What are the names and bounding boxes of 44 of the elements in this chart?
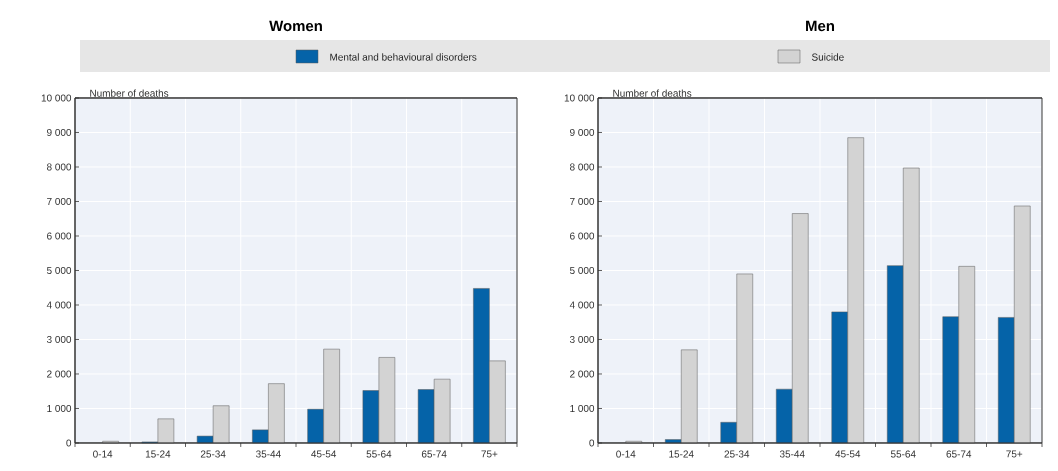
y-tick-label: 8 000	[47, 163, 72, 171]
y-tick-label: 3 000	[569, 335, 595, 344]
x-tick-label: 25-34	[200, 450, 226, 458]
chart-title: Men	[806, 20, 835, 32]
legend-label: Suicide	[811, 53, 844, 61]
y-tick-label: 6 000	[47, 232, 72, 240]
y-tick-label: 1 000	[570, 404, 595, 413]
y-axis-title: Number of deaths	[613, 89, 692, 97]
y-tick-label: 2 000	[570, 370, 595, 378]
x-tick-label: 0-14	[616, 450, 636, 458]
x-tick-label: 15-24	[145, 450, 171, 458]
y-tick-label: 4 000	[46, 301, 72, 309]
x-tick-label: 0-14	[93, 450, 113, 458]
y-tick-label: 0	[589, 439, 595, 447]
y-tick-label: 8 000	[570, 163, 595, 171]
legend-label: Mental and behavioural disorders	[330, 53, 477, 61]
x-tick-label: 45-54	[311, 450, 337, 458]
y-tick-label: 10 000	[564, 94, 595, 102]
x-tick-label: 25-34	[724, 450, 750, 458]
y-tick-label: 3 000	[46, 335, 72, 344]
y-tick-label: 5 000	[569, 266, 595, 275]
y-tick-label: 4 000	[569, 301, 595, 309]
x-tick-label: 55-64	[890, 450, 916, 458]
x-tick-label: 75+	[1006, 450, 1023, 458]
y-tick-label: 6 000	[570, 232, 595, 240]
y-tick-label: 1 000	[47, 404, 72, 413]
x-tick-label: 75+	[481, 450, 498, 458]
y-tick-label: 2 000	[47, 370, 72, 378]
y-tick-label: 7 000	[47, 197, 72, 206]
x-tick-label: 55-64	[366, 450, 392, 458]
y-tick-label: 7 000	[570, 197, 595, 206]
y-tick-label: 9 000	[570, 128, 595, 137]
x-tick-label: 35-44	[779, 450, 805, 458]
x-tick-label: 65-74	[946, 450, 972, 458]
chart-title: Women	[269, 20, 322, 32]
y-tick-label: 10 000	[41, 94, 72, 102]
y-axis-title: Number of deaths	[90, 89, 169, 97]
x-tick-label: 15-24	[669, 450, 694, 458]
x-tick-label: 35-44	[256, 450, 281, 458]
y-tick-label: 5 000	[46, 266, 72, 275]
x-tick-label: 65-74	[421, 450, 447, 458]
y-tick-label: 0	[66, 439, 72, 447]
x-tick-label: 45-54	[835, 450, 861, 458]
y-tick-label: 9 000	[47, 128, 72, 137]
